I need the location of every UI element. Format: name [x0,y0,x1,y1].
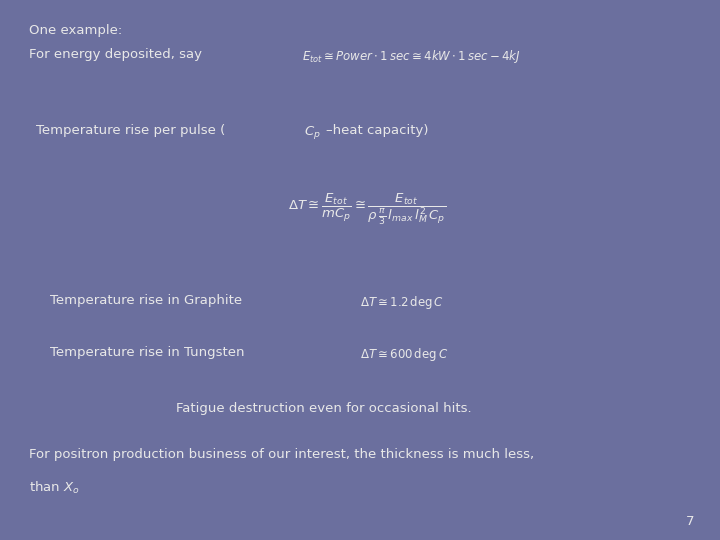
Text: than $X_o$: than $X_o$ [29,480,79,496]
Text: 7: 7 [686,515,695,528]
Text: $\Delta T \cong 1.2\,\mathrm{deg}\,C$: $\Delta T \cong 1.2\,\mathrm{deg}\,C$ [360,294,444,311]
Text: $\Delta T \cong \dfrac{E_{tot}}{mC_p} \cong \dfrac{E_{tot}}{\rho\,\frac{\pi}{3}\: $\Delta T \cong \dfrac{E_{tot}}{mC_p} \c… [288,192,446,227]
Text: Temperature rise in Tungsten: Temperature rise in Tungsten [50,346,245,359]
Text: –heat capacity): –heat capacity) [326,124,428,137]
Text: For positron production business of our interest, the thickness is much less,: For positron production business of our … [29,448,534,461]
Text: $\Delta T \cong 600\,\mathrm{deg}\,C$: $\Delta T \cong 600\,\mathrm{deg}\,C$ [360,346,448,362]
Text: Temperature rise in Graphite: Temperature rise in Graphite [50,294,243,307]
Text: One example:: One example: [29,24,122,37]
Text: Fatigue destruction even for occasional hits.: Fatigue destruction even for occasional … [176,402,472,415]
Text: For energy deposited, say: For energy deposited, say [29,48,202,60]
Text: Temperature rise per pulse (: Temperature rise per pulse ( [36,124,225,137]
Text: $E_{tot} \cong Power \cdot 1\,sec \cong 4kW \cdot 1\,sec - 4kJ$: $E_{tot} \cong Power \cdot 1\,sec \cong … [302,48,521,64]
Text: $C_p$: $C_p$ [304,124,320,141]
